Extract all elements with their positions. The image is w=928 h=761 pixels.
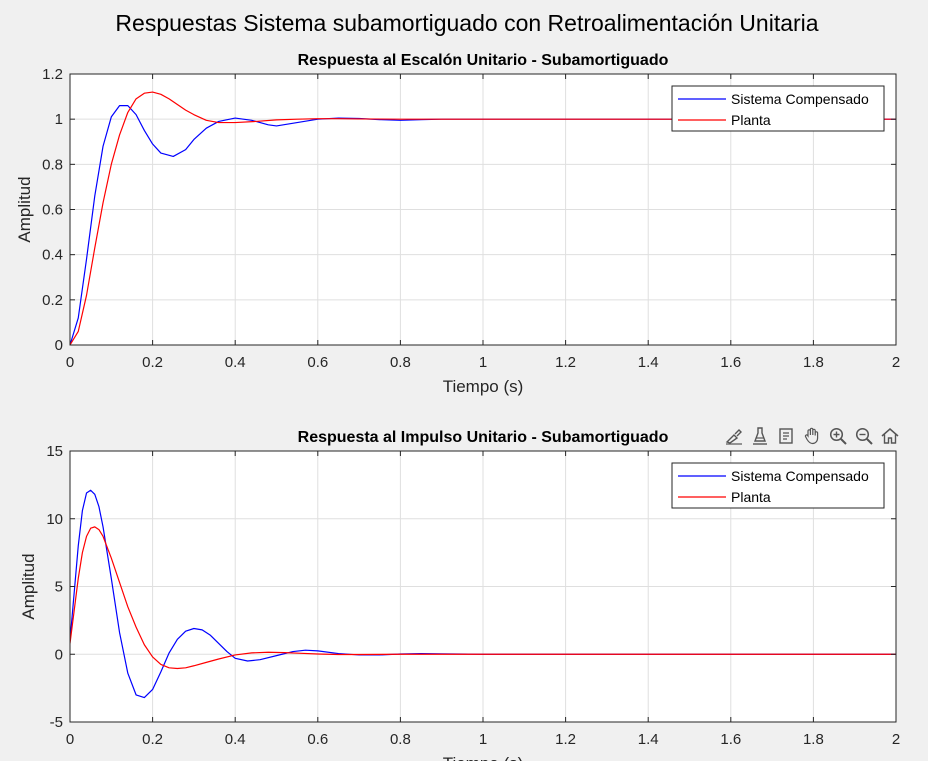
x-tick-label: 1.2 bbox=[555, 731, 576, 748]
step-response-axes[interactable]: 0 0.2 0.4 0.6 0.8 1 1.2 1.4 1.6 1.8 2 0 0.2 0.4 0.6 0.8… bbox=[15, 52, 900, 396]
y-tick-label: 0.8 bbox=[42, 156, 63, 173]
legend-entry-0: Sistema Compensado bbox=[731, 468, 869, 484]
zoom-in-icon[interactable] bbox=[826, 424, 850, 448]
x-tick-label: 2 bbox=[892, 354, 900, 371]
x-tick-label: 0.4 bbox=[225, 354, 246, 371]
x-tick-label: 1.8 bbox=[803, 731, 824, 748]
legend-box bbox=[671, 462, 885, 509]
x-tick-label: 0.4 bbox=[225, 731, 246, 748]
y-tick-label: 0 bbox=[55, 646, 63, 663]
y-axis-label: Amplitud bbox=[15, 176, 34, 242]
x-tick-label: 1 bbox=[479, 731, 487, 748]
home-icon[interactable] bbox=[878, 424, 902, 448]
figure-title: Respuestas Sistema subamortiguado con Re… bbox=[115, 10, 818, 36]
x-tick-label: 1 bbox=[479, 354, 487, 371]
x-tick-label: 0.2 bbox=[142, 354, 163, 371]
x-tick-label: 0.6 bbox=[307, 731, 328, 748]
series-line-0[interactable] bbox=[70, 105, 896, 345]
y-tick-label: 1 bbox=[55, 111, 63, 128]
y-axis-label: Amplitud bbox=[19, 553, 38, 619]
y-tick-label: -5 bbox=[50, 714, 63, 731]
x-tick-label: 1.2 bbox=[555, 354, 576, 371]
y-tick-label: 0.2 bbox=[42, 292, 63, 309]
series-line-1[interactable] bbox=[70, 526, 896, 670]
y-tick-label: 15 bbox=[46, 443, 63, 460]
x-tick-label: 1.6 bbox=[720, 354, 741, 371]
x-axis-label: Tiempo (s) bbox=[443, 754, 524, 761]
y-tick-label: 1.2 bbox=[42, 66, 63, 83]
y-tick-label: 0.4 bbox=[42, 247, 63, 264]
pan-hand-icon[interactable] bbox=[800, 424, 824, 448]
x-tick-label: 0.8 bbox=[390, 354, 411, 371]
legend[interactable]: Sistema Compensado Planta bbox=[671, 462, 885, 509]
axes-title: Respuesta al Escalón Unitario - Subamort… bbox=[298, 52, 669, 69]
y-tick-label: 5 bbox=[55, 579, 63, 596]
axes-title: Respuesta al Impulso Unitario - Subamort… bbox=[298, 429, 669, 446]
y-tick-label: 10 bbox=[46, 511, 63, 528]
x-tick-label: 1.6 bbox=[720, 731, 741, 748]
zoom-out-icon[interactable] bbox=[852, 424, 876, 448]
y-tick-label: 0 bbox=[55, 337, 63, 354]
legend-entry-1: Planta bbox=[731, 112, 771, 128]
legend[interactable]: Sistema Compensado Planta bbox=[671, 85, 885, 132]
x-tick-label: 0.2 bbox=[142, 731, 163, 748]
x-tick-label: 1.4 bbox=[638, 354, 659, 371]
impulse-response-axes[interactable]: 0 0.2 0.4 0.6 0.8 1 1.2 1.4 1.6 1.8 2-5051015Respu… bbox=[19, 429, 900, 761]
x-tick-label: 1.8 bbox=[803, 354, 824, 371]
legend-box bbox=[671, 85, 885, 132]
x-tick-label: 0.6 bbox=[307, 354, 328, 371]
x-tick-label: 0 bbox=[66, 354, 74, 371]
x-tick-label: 0 bbox=[66, 731, 74, 748]
data-tips-icon[interactable] bbox=[748, 424, 772, 448]
brush-icon[interactable] bbox=[722, 424, 746, 448]
y-tick-label: 0.6 bbox=[42, 202, 63, 219]
rotate-icon[interactable] bbox=[774, 424, 798, 448]
x-tick-label: 1.4 bbox=[638, 731, 659, 748]
legend-entry-1: Planta bbox=[731, 489, 771, 505]
series-line-1[interactable] bbox=[70, 91, 896, 345]
legend-entry-0: Sistema Compensado bbox=[731, 91, 869, 107]
x-tick-label: 2 bbox=[892, 731, 900, 748]
x-tick-label: 0.8 bbox=[390, 731, 411, 748]
axes-toolbar bbox=[722, 424, 902, 448]
x-axis-label: Tiempo (s) bbox=[443, 377, 524, 396]
